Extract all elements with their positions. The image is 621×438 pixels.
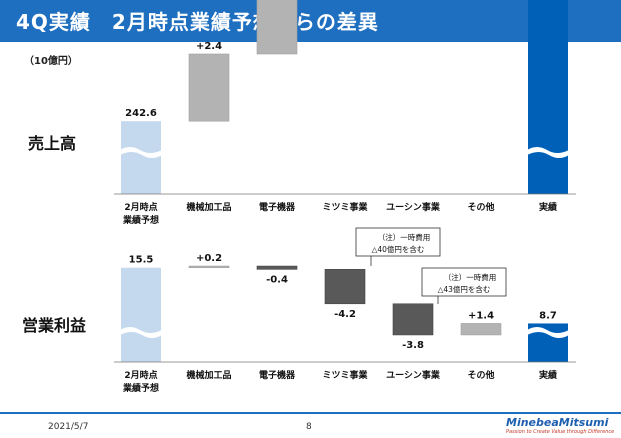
sales-break-0 — [120, 147, 162, 158]
op-value-label-0: 15.5 — [129, 255, 154, 266]
note-mitsumi-line2: △40億円を含む — [372, 244, 425, 254]
note-u-shin-line1: （注）一時費用 — [444, 272, 497, 282]
op-category-label-0-1: 業績予想 — [122, 382, 159, 394]
sales-value-label-0: 242.6 — [125, 108, 157, 119]
sales-category-label-6: 実績 — [539, 201, 557, 213]
logo-tagline: Passion to Create Value through Differen… — [506, 429, 615, 435]
op-bar-0 — [121, 267, 161, 362]
sales-category-label-2: 電子機器 — [259, 201, 296, 213]
sales-section-label: 売上高 — [28, 134, 77, 153]
op-value-label-3: -4.2 — [334, 309, 356, 320]
op-category-label-0-0: 2月時点 — [124, 369, 157, 381]
company-logo: MinebeaMitsumi Passion to Create Value t… — [506, 416, 616, 435]
op-category-label-6: 実績 — [539, 369, 557, 381]
note-u-shin-box — [421, 267, 507, 297]
sales-bar-6 — [528, 0, 568, 194]
note-u-shin-line2: △43億円を含む — [438, 284, 491, 294]
sales-category-label-4: ユーシン事業 — [386, 201, 441, 213]
sales-category-label-0-1: 業績予想 — [122, 214, 159, 226]
op-break-6 — [527, 327, 569, 338]
sales-break-6 — [527, 147, 569, 158]
sales-category-label-1: 機械加工品 — [186, 201, 231, 213]
op-value-label-2: -0.4 — [266, 274, 288, 285]
op-value-label-1: +0.2 — [196, 253, 222, 264]
waterfall-charts: 242.6+2.4+3.8+1.0+1.1+0.0251.02月時点業績予想機械… — [114, 0, 576, 394]
op-value-label-6: 8.7 — [539, 310, 557, 321]
op-bar-1 — [188, 265, 230, 268]
sales-category-label-0-0: 2月時点 — [124, 201, 157, 213]
note-mitsumi-box — [355, 227, 441, 257]
unit-label: （10億円） — [24, 56, 78, 67]
footer-line — [0, 412, 621, 414]
note-mitsumi-line1: （注）一時費用 — [378, 232, 431, 242]
op-category-label-1: 機械加工品 — [186, 369, 231, 381]
sales-bar-2 — [256, 0, 298, 55]
logo-name: MinebeaMitsumi — [506, 416, 609, 429]
title-bar: 4Q実績 2月時点業績予想からの差異 — [0, 0, 621, 42]
sales-bar-1 — [188, 53, 230, 122]
sales-value-label-1: +2.4 — [196, 41, 222, 52]
page-number: 8 — [306, 422, 312, 432]
op-bar-5 — [460, 323, 502, 336]
sales-category-label-3: ミツミ事業 — [322, 201, 368, 213]
op-category-label-5: その他 — [467, 369, 494, 381]
op-value-label-5: +1.4 — [468, 310, 494, 321]
op-section-label: 営業利益 — [22, 316, 87, 335]
op-bar-4 — [392, 303, 434, 336]
footer-date: 2021/5/7 — [48, 422, 89, 432]
op-category-label-3: ミツミ事業 — [322, 369, 368, 381]
op-bar-3 — [324, 269, 366, 305]
op-break-0 — [120, 327, 162, 338]
sales-category-label-5: その他 — [467, 201, 494, 213]
op-category-label-4: ユーシン事業 — [386, 369, 441, 381]
page-title: 4Q実績 2月時点業績予想からの差異 — [16, 10, 379, 34]
op-category-label-2: 電子機器 — [259, 369, 296, 381]
op-value-label-4: -3.8 — [402, 340, 424, 351]
op-bar-2 — [256, 265, 298, 270]
